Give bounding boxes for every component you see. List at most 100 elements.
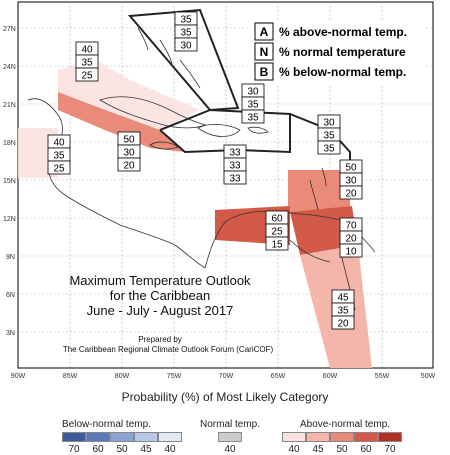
title-line-3: June - July - August 2017: [87, 303, 234, 318]
lat-label: 6N: [6, 292, 15, 299]
forecast-value: 35: [247, 113, 259, 124]
legend-tick: 70: [68, 444, 80, 455]
legend-tick: 70: [384, 444, 396, 455]
lat-label: 24N: [3, 64, 16, 71]
legend-tick: 45: [312, 444, 324, 455]
lon-label: 50W: [421, 373, 436, 380]
key-text-normal: % normal temperature: [279, 45, 406, 59]
lon-label: 55W: [375, 373, 390, 380]
forecast-value: 60: [271, 214, 283, 225]
lon-label: 70W: [219, 373, 234, 380]
legend-swatch-below: [134, 432, 158, 442]
legend-swatch-above: [306, 432, 330, 442]
forecast-value: 33: [229, 148, 241, 159]
forecast-value: 30: [323, 118, 335, 129]
legend-tick: 40: [288, 444, 300, 455]
forecast-value: 20: [123, 161, 135, 172]
forecast-value: 45: [337, 293, 349, 304]
lat-label: 18N: [3, 140, 16, 147]
legend-tick: 60: [360, 444, 372, 455]
lon-label: 75W: [167, 373, 182, 380]
lat-label: 27N: [3, 26, 16, 33]
forecast-value: 25: [271, 227, 283, 238]
value-box-jamaica: 50 30 20: [117, 131, 141, 172]
legend-swatch-below: [158, 432, 182, 442]
value-box-windward: 50 30 20: [339, 159, 363, 200]
forecast-value: 30: [180, 41, 192, 52]
longitude-labels: 90W 85W 80W 75W 70W 65W 60W 55W 50W: [11, 373, 436, 380]
key-letter-normal: N: [260, 45, 269, 59]
value-box-central-america: 40 35 25: [47, 134, 71, 175]
forecast-value: 35: [323, 131, 335, 142]
probability-key: A % above-normal temp. N % normal temper…: [250, 20, 426, 84]
legend-swatch-above: [354, 432, 378, 442]
forecast-value: 30: [345, 176, 357, 187]
lon-label: 65W: [271, 373, 286, 380]
forecast-value: 35: [81, 58, 93, 69]
forecast-value: 70: [345, 221, 357, 232]
forecast-value: 30: [123, 148, 135, 159]
forecast-value: 35: [247, 100, 259, 111]
legend-tick: 50: [116, 444, 128, 455]
forecast-value: 50: [123, 135, 135, 146]
forecast-value: 33: [229, 174, 241, 185]
forecast-value: 15: [271, 240, 283, 251]
map-title: Maximum Temperature Outlook for the Cari…: [63, 273, 274, 354]
value-box-guianas: 45 35 20: [331, 289, 355, 330]
lat-label: 3N: [6, 330, 15, 337]
legend-above-label: Above-normal temp.: [300, 419, 391, 430]
forecast-value: 35: [53, 151, 65, 162]
legend-tick: 45: [140, 444, 152, 455]
prepared-by: Prepared by: [138, 335, 182, 344]
legend-swatch-below: [62, 432, 86, 442]
legend-normal-label: Normal temp.: [200, 419, 261, 430]
legend-title: Probability (%) of Most Likely Category: [121, 390, 329, 404]
key-text-below: % below-normal temp.: [279, 65, 406, 79]
legend-swatch-below: [86, 432, 110, 442]
legend-tick: 50: [336, 444, 348, 455]
forecast-value: 35: [323, 144, 335, 155]
latitude-labels: 27N 24N 21N 18N 15N 12N 9N 6N 3N: [3, 26, 16, 337]
forecast-value: 35: [180, 28, 192, 39]
legend-tick: 60: [92, 444, 104, 455]
value-box-leeward: 30 35 35: [317, 114, 341, 155]
value-box-trinidad: 70 20 10: [339, 217, 363, 258]
legend-swatch-below: [110, 432, 134, 442]
forum-credit: The Caribbean Regional Climate Outlook F…: [63, 345, 274, 354]
legend-tick: 40: [224, 444, 236, 455]
forecast-value: 33: [229, 161, 241, 172]
title-line-1: Maximum Temperature Outlook: [69, 273, 251, 288]
lon-label: 60W: [323, 373, 338, 380]
forecast-value: 20: [337, 319, 349, 330]
key-letter-above: A: [260, 25, 269, 39]
forecast-value: 20: [345, 234, 357, 245]
value-box-puerto-rico: 30 35 35: [241, 83, 265, 124]
forecast-value: 20: [345, 189, 357, 200]
forecast-value: 40: [53, 138, 65, 149]
lat-label: 21N: [3, 102, 16, 109]
lon-label: 80W: [115, 373, 130, 380]
lon-label: 90W: [11, 373, 26, 380]
zone-windward: [288, 170, 350, 212]
forecast-value: 35: [180, 15, 192, 26]
forecast-value: 30: [247, 87, 259, 98]
lat-label: 12N: [3, 216, 16, 223]
zone-jamaica: [58, 92, 185, 152]
value-box-bahamas: 35 35 30: [174, 11, 198, 52]
forecast-value: 40: [81, 45, 93, 56]
lat-label: 9N: [6, 254, 15, 261]
value-box-abc-islands: 60 25 15: [265, 210, 289, 251]
key-letter-below: B: [260, 65, 269, 79]
lat-label: 15N: [3, 178, 16, 185]
forecast-value: 25: [53, 164, 65, 175]
forecast-value: 50: [345, 163, 357, 174]
legend-swatch-above: [282, 432, 306, 442]
forecast-value: 10: [345, 247, 357, 258]
title-line-2: for the Caribbean: [110, 288, 210, 303]
value-box-hispaniola: 33 33 33: [223, 144, 247, 185]
forecast-value: 25: [81, 71, 93, 82]
forecast-value: 35: [337, 306, 349, 317]
coastlines: [27, 27, 376, 311]
